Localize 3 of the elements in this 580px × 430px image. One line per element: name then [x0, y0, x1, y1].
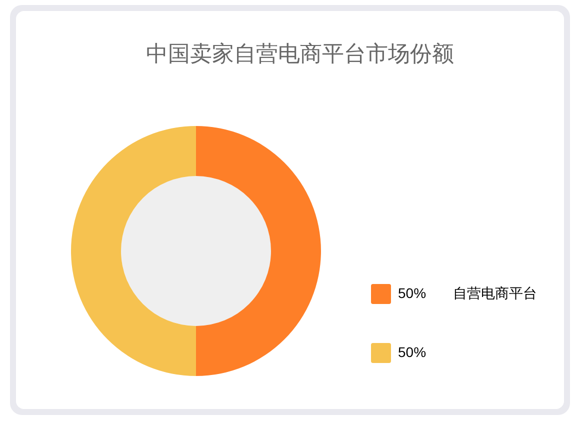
chart-title: 中国卖家自营电商平台市场份额	[146, 41, 454, 66]
data-label: 50%	[398, 344, 426, 360]
legend-label: 50% 自营电商平台	[398, 284, 538, 301]
